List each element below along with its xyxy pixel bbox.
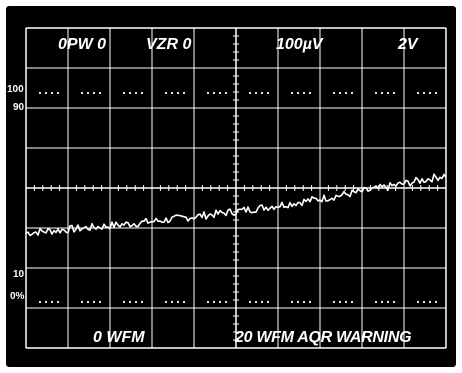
reference-dot-0	[164, 300, 168, 304]
reference-dot-0	[224, 300, 228, 304]
axis-ticks	[33, 35, 439, 341]
reference-dot-0	[212, 300, 216, 304]
reference-dot-100	[122, 91, 126, 95]
reference-dot-100	[176, 91, 180, 95]
reference-dot-0	[218, 300, 222, 304]
reference-dot-100	[332, 91, 336, 95]
reference-dot-0	[332, 300, 336, 304]
reference-dot-0	[380, 300, 384, 304]
reference-dot-100	[296, 91, 300, 95]
reference-dot-100	[392, 91, 396, 95]
reference-dot-0	[248, 300, 252, 304]
reference-dot-100	[254, 91, 258, 95]
reference-dot-0	[302, 300, 306, 304]
reference-dot-0	[416, 300, 420, 304]
reference-dot-0	[80, 300, 84, 304]
reference-dot-100	[434, 91, 438, 95]
reference-dot-100	[416, 91, 420, 95]
reference-dot-0	[386, 300, 390, 304]
reference-dot-100	[338, 91, 342, 95]
reference-dot-0	[92, 300, 96, 304]
reference-dot-0	[50, 300, 54, 304]
reference-dot-0	[176, 300, 180, 304]
reference-dot-0	[128, 300, 132, 304]
reference-dot-0	[206, 300, 210, 304]
volts-per-div-readout: 100µV	[276, 36, 323, 53]
start-waveform-readout: 0 WFM	[93, 329, 145, 346]
reference-dot-100	[428, 91, 432, 95]
reference-dot-0	[374, 300, 378, 304]
reference-dot-100	[170, 91, 174, 95]
reference-dot-0	[170, 300, 174, 304]
reference-dot-100	[344, 91, 348, 95]
graticule-dotted-lines	[38, 91, 438, 304]
reference-dot-100	[140, 91, 144, 95]
reference-dot-0	[44, 300, 48, 304]
reference-dot-0	[338, 300, 342, 304]
reference-dot-100	[248, 91, 252, 95]
reference-dot-0	[182, 300, 186, 304]
reference-dot-100	[50, 91, 54, 95]
reference-dot-0	[260, 300, 264, 304]
reference-dot-0	[290, 300, 294, 304]
reference-dot-100	[224, 91, 228, 95]
graticule	[25, 27, 447, 349]
reference-dot-0	[140, 300, 144, 304]
reference-dot-0	[428, 300, 432, 304]
reference-dot-100	[44, 91, 48, 95]
reference-dot-100	[218, 91, 222, 95]
range-readout: 2V	[398, 36, 418, 53]
reference-dot-100	[206, 91, 210, 95]
reference-dot-100	[302, 91, 306, 95]
reference-dot-100	[98, 91, 102, 95]
reference-dot-100	[422, 91, 426, 95]
waveform-trace	[25, 173, 447, 237]
reference-dot-0	[344, 300, 348, 304]
reference-dot-100	[386, 91, 390, 95]
reference-dot-0	[86, 300, 90, 304]
reference-dot-100	[164, 91, 168, 95]
reference-dot-0	[56, 300, 60, 304]
reference-dot-0	[422, 300, 426, 304]
reference-dot-0	[134, 300, 138, 304]
reference-dot-100	[266, 91, 270, 95]
scale-label-10: 10	[13, 269, 25, 280]
reference-dot-0	[434, 300, 438, 304]
reference-dot-100	[182, 91, 186, 95]
reference-dot-100	[380, 91, 384, 95]
reference-dot-100	[374, 91, 378, 95]
reference-dot-100	[56, 91, 60, 95]
scale-label-90: 90	[13, 102, 25, 113]
reference-dot-0	[392, 300, 396, 304]
reference-dot-0	[122, 300, 126, 304]
acquisition-status-readout: 20 WFM AQR WARNING	[235, 329, 412, 346]
reference-dot-0	[350, 300, 354, 304]
reference-dot-0	[38, 300, 42, 304]
vzr-readout: VZR 0	[146, 36, 192, 53]
reference-dot-0	[308, 300, 312, 304]
pulse-width-readout: 0PW 0	[58, 36, 107, 53]
reference-dot-100	[128, 91, 132, 95]
oscilloscope-display: 0PW 0 VZR 0 100µV 2V 0 WFM 20 WFM AQR WA…	[6, 6, 456, 367]
reference-dot-0	[254, 300, 258, 304]
reference-dot-100	[86, 91, 90, 95]
reference-dot-0	[266, 300, 270, 304]
reference-dot-100	[92, 91, 96, 95]
reference-dot-100	[260, 91, 264, 95]
reference-dot-100	[38, 91, 42, 95]
reference-dot-100	[308, 91, 312, 95]
reference-dot-100	[350, 91, 354, 95]
scale-label-0: 0%	[10, 291, 25, 302]
reference-dot-0	[98, 300, 102, 304]
scale-label-100: 100	[7, 84, 24, 95]
reference-dot-100	[290, 91, 294, 95]
reference-dot-0	[296, 300, 300, 304]
reference-dot-100	[212, 91, 216, 95]
reference-dot-100	[134, 91, 138, 95]
reference-dot-100	[80, 91, 84, 95]
